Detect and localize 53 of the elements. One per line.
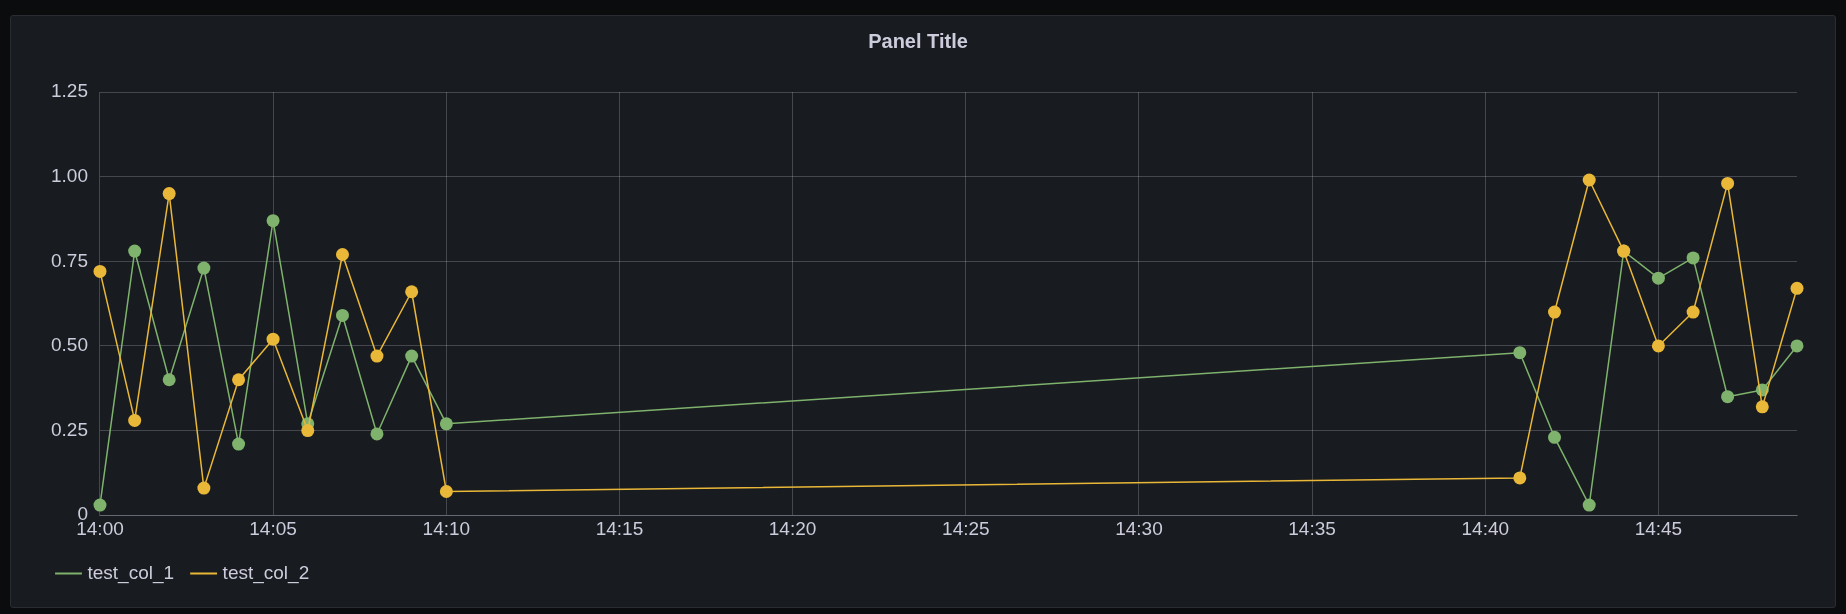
legend-label: test_col_2 — [222, 561, 310, 584]
chart-title: Panel Title — [868, 29, 968, 52]
x-tick-label: 14:25 — [942, 517, 990, 539]
y-tick-label: 0.50 — [51, 334, 88, 356]
point — [232, 437, 246, 451]
x-tick-label: 14:35 — [1288, 517, 1336, 539]
point — [370, 427, 384, 441]
legend-label: test_col_1 — [87, 561, 175, 584]
point — [128, 244, 142, 258]
point — [162, 373, 176, 387]
y-tick-label: 0.75 — [51, 249, 88, 271]
point — [162, 187, 176, 201]
y-tick-label: 1.25 — [51, 80, 88, 102]
point — [1686, 251, 1700, 265]
point — [266, 332, 280, 346]
x-tick-label: 14:40 — [1461, 517, 1510, 539]
point — [405, 349, 419, 363]
point — [1755, 400, 1769, 414]
point — [301, 424, 315, 438]
point — [1721, 390, 1735, 404]
x-tick-label: 14:20 — [768, 517, 817, 539]
point — [197, 481, 211, 495]
point — [1686, 305, 1700, 319]
point — [1548, 305, 1562, 319]
point — [232, 373, 246, 387]
x-tick-label: 14:30 — [1115, 517, 1163, 539]
point — [1548, 430, 1562, 444]
y-tick-label: 0.25 — [51, 418, 88, 440]
point — [93, 264, 107, 278]
point — [1651, 339, 1665, 353]
point — [1513, 346, 1527, 360]
point — [1721, 176, 1735, 190]
point — [1582, 498, 1596, 512]
point — [439, 485, 453, 498]
point — [405, 285, 419, 299]
y-tick-label: 1.00 — [51, 164, 88, 186]
point — [1790, 281, 1804, 295]
x-tick-label: 14:45 — [1634, 517, 1683, 539]
point — [1790, 339, 1804, 353]
point — [266, 214, 280, 228]
point — [335, 248, 349, 262]
point — [335, 308, 349, 322]
point — [93, 498, 107, 512]
x-tick-label: 14:15 — [595, 517, 644, 539]
point — [197, 261, 211, 275]
point — [1651, 271, 1665, 285]
point — [1582, 173, 1596, 187]
x-tick-label: 14:05 — [249, 517, 297, 539]
x-tick-label: 14:10 — [422, 517, 471, 539]
point — [128, 413, 142, 427]
point — [439, 417, 453, 431]
point — [1513, 471, 1527, 485]
point — [370, 349, 384, 363]
